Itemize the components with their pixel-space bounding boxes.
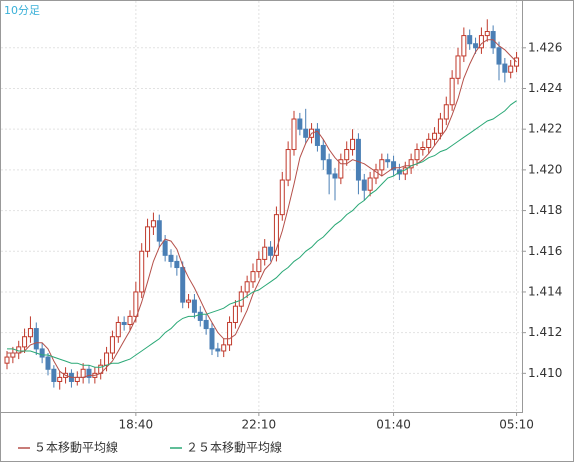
candle-body [478,35,484,49]
candle-body [227,321,233,346]
moving-average-line [7,100,517,368]
candle-body [496,47,502,65]
x-tick-label: 05:10 [499,418,534,432]
candle-body [191,299,197,313]
candle-body [4,356,10,364]
candle-body [332,173,338,179]
candle-body [350,138,356,151]
candle-body [467,35,473,45]
x-tick-label: 01:40 [376,418,411,432]
x-tick-label: 18:40 [119,418,154,432]
candle-body [338,159,344,179]
candle-body [215,348,221,352]
candle-body [27,328,33,338]
legend-label: ２５本移動平均線 [186,440,282,455]
candle-body [320,144,326,161]
candle-body [262,246,268,260]
plot-area [0,0,523,413]
candle-body [133,291,139,317]
candle-body [168,254,174,262]
candle-body [279,179,285,216]
candle-body [156,220,162,242]
legend-label: ５本移動平均線 [34,440,118,455]
candle-body [180,267,186,303]
candle-body [437,118,443,134]
candle-body [33,328,39,350]
candle-body [45,356,51,370]
candle-body [344,149,350,161]
candle-body [455,55,461,79]
y-tick-label: 1.420 [528,162,562,176]
candle-body [86,368,92,378]
candle-body [379,159,385,171]
candle-body [502,63,508,73]
candle-body [443,104,449,120]
candle-body [432,132,438,140]
candle-body [139,250,145,293]
chart-title: 10分足 [4,4,40,17]
candle-body [449,77,455,106]
candle-body [186,299,192,303]
candle-body [80,368,86,378]
candle-body [250,271,256,283]
candle-body [104,352,110,366]
y-tick-label: 1.422 [528,122,562,136]
candle-body [57,376,63,382]
candle-body [203,319,209,330]
candle-body [508,65,514,73]
candle-body [256,258,262,273]
candle-body [197,311,203,321]
candle-body [273,214,279,256]
y-tick-label: 1.414 [528,284,562,298]
candle-body [109,336,115,354]
candle-body [162,240,168,256]
candle-body [484,31,490,37]
candle-body [326,159,332,175]
candle-body [174,260,180,269]
y-tick-label: 1.412 [528,325,562,339]
candle-body [420,146,426,151]
y-tick-label: 1.424 [528,81,562,95]
moving-average-line [7,39,517,378]
candle-body [385,159,391,163]
candle-body [74,376,80,382]
candle-body [426,138,432,148]
y-tick-label: 1.416 [528,244,562,258]
candle-body [391,161,397,171]
candle-body [221,344,227,352]
candle-body [244,281,250,293]
candle-body [314,128,320,146]
candle-body [361,179,367,191]
candle-body [473,43,479,49]
candle-body [127,315,133,326]
candle-body [22,336,28,348]
candle-body [51,368,57,382]
candle-body [291,118,297,151]
candle-body [461,35,467,57]
candle-body [268,246,274,256]
candle-body [150,220,156,228]
candle-body [297,118,303,130]
candle-body [414,149,420,161]
y-tick-label: 1.410 [528,366,562,380]
candle-body [408,159,414,169]
x-tick-label: 22:10 [242,418,277,432]
y-tick-label: 1.418 [528,203,562,217]
candle-body [285,149,291,181]
candle-body [373,169,379,179]
candle-body [10,352,16,358]
candle-body [115,321,121,338]
candle-body [303,128,309,138]
candle-body [39,348,45,358]
candle-body [209,328,215,350]
candle-body [355,138,361,181]
candle-body [367,177,373,191]
candle-body [232,305,238,323]
y-tick-label: 1.426 [528,40,562,54]
candle-body [121,321,127,326]
candle-body [145,226,151,252]
